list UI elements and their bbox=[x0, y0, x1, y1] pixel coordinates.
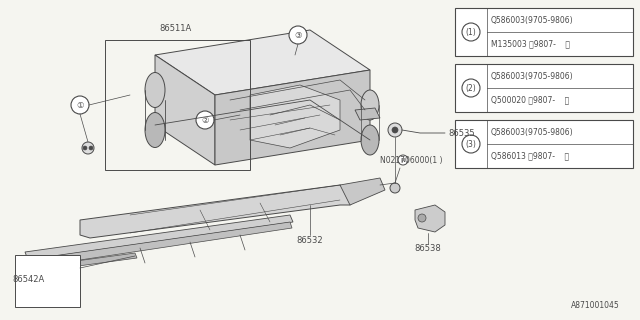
Text: M135003 〈9807-    〉: M135003 〈9807- 〉 bbox=[491, 39, 570, 49]
Bar bbox=[105, 40, 250, 170]
Circle shape bbox=[89, 146, 93, 150]
Circle shape bbox=[289, 26, 307, 44]
Polygon shape bbox=[25, 215, 293, 260]
Bar bbox=[455, 120, 633, 168]
Polygon shape bbox=[340, 178, 385, 205]
Circle shape bbox=[196, 111, 214, 129]
Bar bbox=[455, 64, 633, 112]
Circle shape bbox=[398, 155, 408, 165]
Polygon shape bbox=[415, 205, 445, 232]
Text: Q586013 〈9807-    〉: Q586013 〈9807- 〉 bbox=[491, 151, 569, 161]
Text: (1): (1) bbox=[466, 28, 476, 36]
Text: Q586003(9705-9806): Q586003(9705-9806) bbox=[491, 71, 573, 81]
Polygon shape bbox=[25, 222, 292, 268]
Text: ①: ① bbox=[76, 100, 84, 109]
Circle shape bbox=[392, 127, 398, 133]
Circle shape bbox=[390, 183, 400, 193]
Bar bbox=[455, 8, 633, 56]
Text: 86538: 86538 bbox=[415, 244, 442, 252]
Text: ②: ② bbox=[201, 116, 209, 124]
Text: (2): (2) bbox=[466, 84, 476, 92]
Text: N021706000(1 ): N021706000(1 ) bbox=[380, 156, 442, 164]
Circle shape bbox=[418, 214, 426, 222]
Bar bbox=[15, 255, 80, 307]
Polygon shape bbox=[250, 85, 340, 148]
Circle shape bbox=[462, 79, 480, 97]
Ellipse shape bbox=[145, 73, 165, 108]
Text: 86511A: 86511A bbox=[159, 23, 191, 33]
Polygon shape bbox=[355, 108, 380, 120]
Text: Q586003(9705-9806): Q586003(9705-9806) bbox=[491, 127, 573, 137]
Circle shape bbox=[82, 142, 94, 154]
Text: Q500020 〈9807-    〉: Q500020 〈9807- 〉 bbox=[491, 95, 569, 105]
Circle shape bbox=[462, 135, 480, 153]
Polygon shape bbox=[155, 55, 215, 165]
Polygon shape bbox=[155, 30, 370, 95]
Polygon shape bbox=[80, 185, 360, 238]
Text: 86532: 86532 bbox=[297, 236, 323, 244]
Circle shape bbox=[71, 96, 89, 114]
Text: (3): (3) bbox=[465, 140, 476, 148]
Text: 86535: 86535 bbox=[448, 129, 475, 138]
Polygon shape bbox=[25, 253, 137, 273]
Circle shape bbox=[462, 23, 480, 41]
Ellipse shape bbox=[361, 125, 379, 155]
Circle shape bbox=[83, 146, 87, 150]
Text: N: N bbox=[401, 157, 405, 163]
Ellipse shape bbox=[145, 113, 165, 148]
Text: A871001045: A871001045 bbox=[572, 301, 620, 310]
Ellipse shape bbox=[361, 90, 379, 120]
Circle shape bbox=[388, 123, 402, 137]
Polygon shape bbox=[215, 70, 370, 165]
Text: Q586003(9705-9806): Q586003(9705-9806) bbox=[491, 15, 573, 25]
Text: ③: ③ bbox=[294, 30, 301, 39]
Text: 86542A: 86542A bbox=[12, 276, 44, 284]
